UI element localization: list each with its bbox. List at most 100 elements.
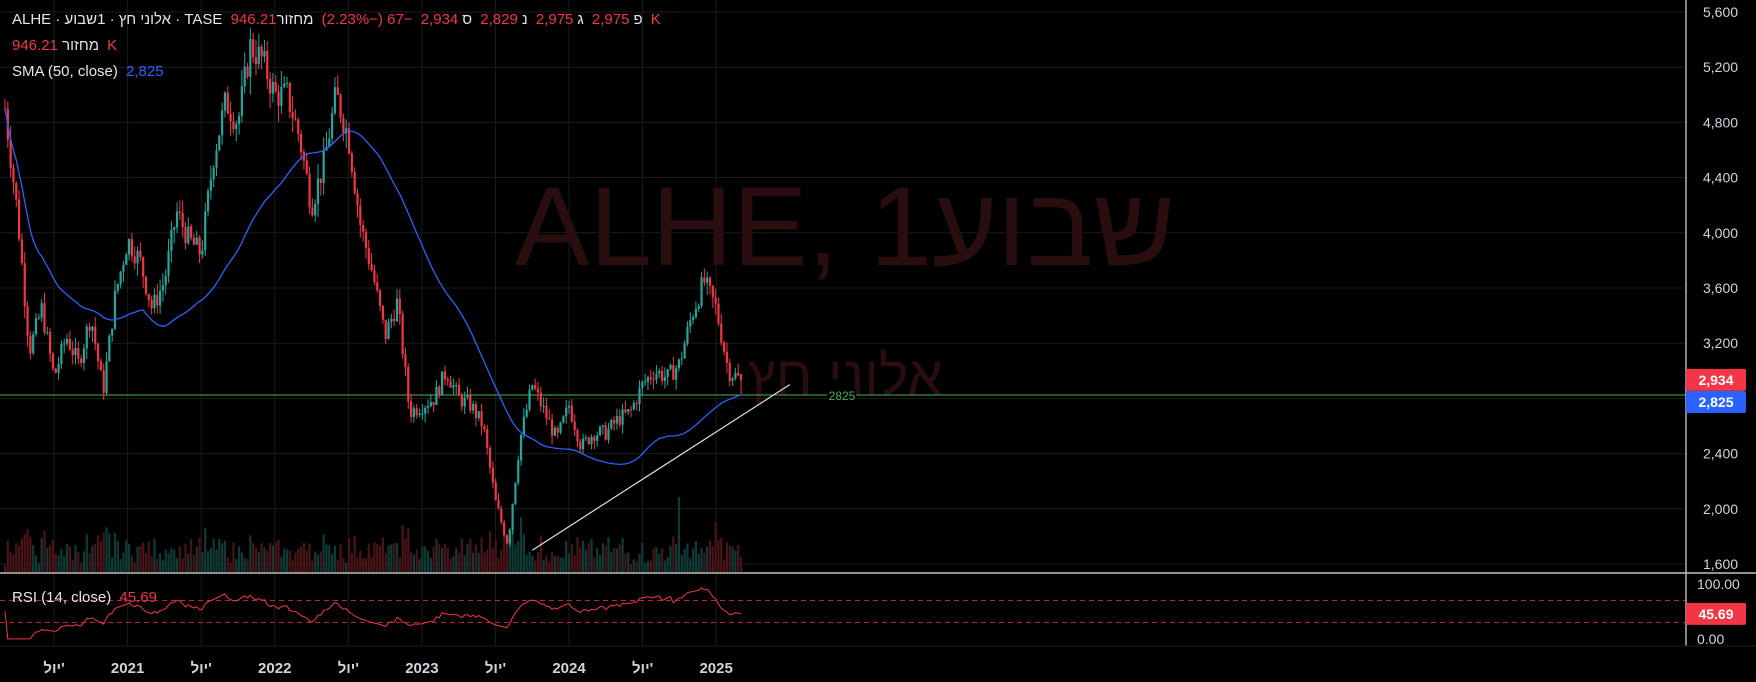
candle-body	[285, 82, 289, 84]
sma-line	[4, 108, 742, 466]
volume-bar	[739, 556, 743, 572]
sma-legend[interactable]: SMA (50, close) 2,825	[12, 63, 168, 81]
volume-bar	[474, 544, 478, 572]
volume-bar	[260, 543, 263, 572]
candle-body	[725, 351, 729, 363]
high-label: ג	[577, 11, 584, 28]
candle-body	[531, 385, 534, 390]
volume-bar	[511, 526, 514, 572]
candle-body	[102, 370, 105, 393]
volume-bar	[503, 534, 506, 572]
volume-bar	[455, 548, 458, 572]
candle-body	[739, 374, 743, 380]
candle-body	[263, 50, 266, 57]
candle-body	[486, 429, 489, 448]
candle-body	[474, 403, 478, 418]
candle-body	[469, 395, 472, 411]
candle-body	[178, 211, 181, 213]
candle-body	[142, 257, 145, 277]
volume-bar	[99, 541, 102, 572]
horizontal-line-2825[interactable]: 2825	[0, 387, 1686, 405]
volume-bar	[133, 562, 136, 572]
volume-bar	[94, 543, 97, 572]
time-tick: 2021	[111, 660, 144, 677]
candle-body	[390, 318, 393, 323]
time-tick: יול'	[485, 660, 506, 677]
symbol-line[interactable]: ALHE · אלוני חץ · 1שבוע · TASE	[12, 11, 223, 28]
volume-bar	[221, 543, 224, 572]
volume-bar	[232, 542, 235, 572]
candle-body	[364, 231, 368, 248]
sma-value: 2,825	[126, 63, 164, 80]
price-axis[interactable]: 5,6005,2004,8004,4004,0003,6003,2002,800…	[1685, 0, 1740, 647]
volume-bar	[271, 545, 274, 572]
volume-bar	[167, 553, 170, 572]
volume-bar	[108, 533, 111, 572]
volume-bar	[717, 539, 720, 572]
candle-body	[240, 86, 243, 116]
volume-bar	[587, 542, 590, 572]
volume-bar	[404, 538, 407, 572]
volume-bar	[82, 551, 86, 572]
volume-bar	[553, 556, 556, 572]
candle-body	[488, 447, 492, 468]
candle-body	[409, 401, 413, 417]
candle-body	[43, 303, 46, 333]
trendline[interactable]	[531, 384, 791, 551]
candle-body	[562, 416, 565, 423]
volume-bar	[223, 540, 227, 572]
volume-bar	[190, 539, 193, 572]
volume-bar	[333, 545, 337, 572]
volume-bar	[550, 551, 554, 572]
volume-bar	[74, 545, 77, 572]
candle-body	[159, 290, 162, 306]
candle-body	[15, 182, 18, 200]
volume-bar	[254, 548, 258, 572]
volume-bar	[63, 556, 66, 572]
volume-bar	[424, 546, 427, 572]
volume-bar	[15, 543, 18, 572]
candle-body	[536, 388, 540, 393]
candle-body	[125, 254, 128, 265]
candle-body	[353, 172, 356, 194]
time-tick: יול'	[191, 660, 212, 677]
volume-legend[interactable]: מחזור 946.21 K	[12, 37, 121, 55]
candle-body	[314, 203, 317, 216]
time-axis[interactable]: יול' 2021 יול' 2022 יול' 2023 יול' 2024 יול' 2025	[0, 645, 1756, 677]
candle-body	[57, 364, 60, 373]
volume-bar	[20, 538, 24, 572]
volume-bar	[556, 555, 559, 572]
rsi-legend[interactable]: RSI (14, close) 45.69	[12, 589, 161, 607]
volume-bar	[601, 543, 604, 572]
candle-body	[618, 416, 621, 425]
volume-bar	[339, 544, 342, 572]
price-tick: 1,600	[1703, 556, 1738, 572]
sma-price-badge: 2,825	[1698, 394, 1733, 410]
candle-body	[221, 110, 224, 136]
candle-body	[373, 270, 376, 283]
candle-body	[37, 317, 40, 319]
volume-bar	[288, 550, 291, 572]
volume-bar	[522, 533, 525, 572]
volume-bar	[675, 543, 678, 572]
volume-bar	[460, 538, 463, 572]
volume-bar	[491, 548, 494, 572]
candle-body	[20, 239, 24, 264]
volume-bars	[3, 497, 743, 572]
candle-body	[731, 378, 734, 381]
candle-body	[615, 416, 619, 424]
volume-label: מחזור	[62, 37, 99, 54]
candle-body	[514, 482, 517, 505]
volume-bar	[378, 545, 382, 572]
time-tick: יול'	[338, 660, 359, 677]
candle-body	[641, 381, 644, 388]
volume-bar	[328, 545, 331, 572]
candle-body	[235, 124, 238, 129]
volume-bar	[703, 553, 706, 572]
volume-bar	[604, 545, 607, 572]
volume-bar	[452, 556, 455, 572]
candle-body	[80, 358, 83, 363]
candle-body	[596, 435, 599, 441]
candle-body	[457, 384, 461, 396]
